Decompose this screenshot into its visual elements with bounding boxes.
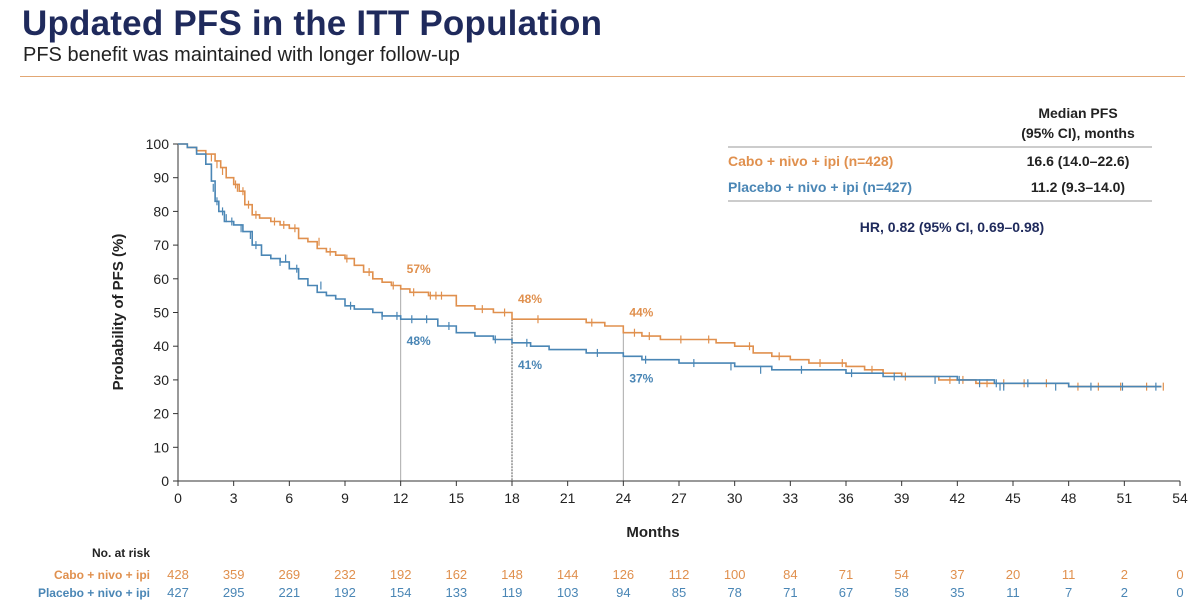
risk-value-placebo: 0 [1176,585,1183,600]
risk-value-placebo: 71 [783,585,797,600]
x-tick-label: 24 [616,490,632,506]
milestone-lines [400,288,624,481]
risk-value-cabo: 0 [1176,567,1183,582]
risk-value-cabo: 84 [783,567,797,582]
y-tick-label: 20 [153,406,169,422]
x-axis-label: Months [626,524,679,541]
risk-table: No. at risk Cabo + nivo + ipi Placebo + … [38,546,1184,600]
risk-value-cabo: 100 [724,567,746,582]
risk-value-cabo: 148 [501,567,523,582]
placebo-survival-curve [178,143,1162,388]
x-tick-label: 18 [504,490,520,506]
title-divider [20,76,1185,77]
risk-value-cabo: 54 [894,567,908,582]
risk-value-cabo: 269 [278,567,300,582]
legend-header-line2: (95% CI), months [1021,125,1135,141]
y-tick-label: 50 [153,305,169,321]
risk-value-cabo: 112 [669,567,690,582]
hazard-ratio: HR, 0.82 (95% CI, 0.69–0.98) [860,219,1044,235]
risk-value-placebo: 35 [950,585,964,600]
y-tick-label: 70 [153,237,169,253]
legend-header-line1: Median PFS [1038,105,1117,121]
risk-value-placebo: 58 [894,585,908,600]
y-tick-label: 90 [153,170,169,186]
slide-subtitle: PFS benefit was maintained with longer f… [23,44,460,66]
risk-value-cabo: 126 [612,567,634,582]
series-layer: 57% 48% 44% 48% 41% 37% [178,143,1164,391]
risk-value-placebo: 78 [727,585,741,600]
placebo-milestone-label: 37% [629,371,653,385]
y-axis-label: Probability of PFS (%) [110,234,127,391]
risk-value-placebo: 427 [167,585,189,600]
risk-value-cabo: 20 [1006,567,1020,582]
risk-value-cabo: 37 [950,567,964,582]
legend-value-cabo: 16.6 (14.0–22.6) [1027,153,1130,169]
risk-value-cabo: 192 [390,567,412,582]
x-tick-label: 33 [783,490,799,506]
cabo-milestone-label: 48% [518,292,542,306]
risk-value-placebo: 295 [223,585,245,600]
axis-labels: Months Probability of PFS (%) [110,234,680,541]
y-tick-label: 40 [153,338,169,354]
risk-table-title: No. at risk [92,546,150,560]
legend-table: Median PFS (95% CI), months Cabo + nivo … [728,105,1152,235]
risk-value-placebo: 85 [672,585,686,600]
legend-value-placebo: 11.2 (9.3–14.0) [1031,179,1125,195]
legend-label-placebo: Placebo + nivo + ipi (n=427) [728,179,912,195]
y-tick-label: 60 [153,271,169,287]
risk-value-placebo: 119 [502,585,523,600]
x-tick-label: 21 [560,490,576,506]
risk-value-cabo: 232 [334,567,356,582]
risk-value-cabo: 11 [1062,567,1076,582]
cabo-milestone-label: 57% [407,262,431,276]
x-tick-label: 42 [950,490,966,506]
risk-value-placebo: 133 [445,585,467,600]
x-tick-label: 27 [671,490,687,506]
legend-label-cabo: Cabo + nivo + ipi (n=428) [728,153,893,169]
risk-value-cabo: 144 [557,567,579,582]
risk-row-label-placebo: Placebo + nivo + ipi [38,586,150,600]
y-tick-label: 10 [153,439,169,455]
x-tick-label: 12 [393,490,409,506]
axes: 0 3 6 9 12 15 18 21 24 27 30 33 36 39 42 45 48 51 54010203… [146,136,1188,506]
x-tick-label: 0 [174,490,182,506]
x-tick-label: 3 [230,490,238,506]
risk-value-placebo: 2 [1121,585,1128,600]
risk-value-placebo: 154 [390,585,412,600]
risk-value-placebo: 192 [334,585,356,600]
x-tick-label: 39 [894,490,910,506]
x-tick-label: 54 [1172,490,1188,506]
risk-value-placebo: 11 [1006,585,1020,600]
x-tick-label: 9 [341,490,349,506]
x-tick-label: 36 [838,490,854,506]
risk-value-placebo: 67 [839,585,853,600]
cabo-survival-curve [178,143,1162,388]
x-tick-label: 48 [1061,490,1077,506]
x-tick-label: 51 [1117,490,1133,506]
slide-title: Updated PFS in the ITT Population [22,4,603,43]
risk-value-cabo: 162 [445,567,467,582]
y-tick-label: 30 [153,372,169,388]
risk-row-label-cabo: Cabo + nivo + ipi [54,568,150,582]
risk-value-cabo: 359 [223,567,245,582]
y-tick-label: 100 [146,136,170,152]
placebo-milestone-label: 48% [407,334,431,348]
y-tick-label: 0 [161,473,169,489]
risk-value-placebo: 221 [278,585,300,600]
x-tick-label: 45 [1005,490,1021,506]
risk-value-placebo: 94 [616,585,630,600]
y-tick-label: 80 [153,203,169,219]
risk-value-placebo: 103 [557,585,579,600]
risk-value-cabo: 71 [839,567,853,582]
x-tick-label: 15 [449,490,465,506]
placebo-milestone-label: 41% [518,358,542,372]
risk-value-cabo: 2 [1121,567,1128,582]
cabo-milestone-label: 44% [629,306,653,320]
risk-value-placebo: 7 [1065,585,1072,600]
x-tick-label: 6 [285,490,293,506]
risk-values: 428 359 269 232 192 162 148 144 126 112 100 84 71 54 3… [167,567,1183,600]
x-tick-label: 30 [727,490,743,506]
risk-value-cabo: 428 [167,567,189,582]
